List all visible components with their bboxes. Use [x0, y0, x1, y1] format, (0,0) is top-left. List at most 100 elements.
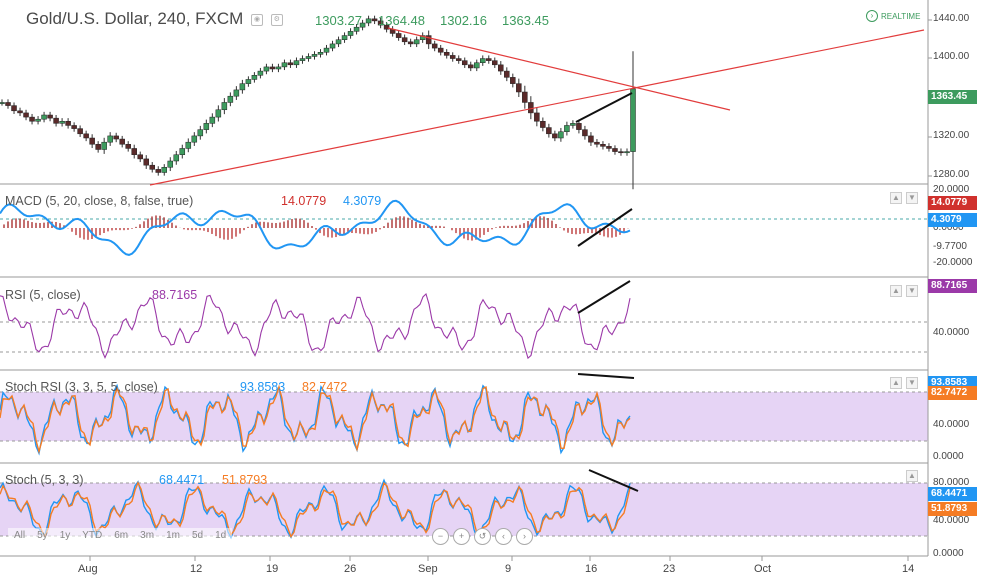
pane-up-button[interactable]: ▲ — [890, 192, 902, 204]
trendline-support — [149, 29, 925, 186]
settings-icon[interactable]: ⚙ — [270, 13, 283, 26]
candle-body — [239, 83, 246, 91]
candle-body — [582, 129, 588, 137]
stoch-k-tag: 68.4471 — [928, 487, 977, 501]
reset-icon[interactable]: ↺ — [474, 528, 491, 545]
macd-signal-value: 4.3079 — [343, 194, 382, 208]
candle-body — [299, 58, 306, 61]
candle-body — [576, 123, 582, 130]
tf-3m[interactable]: 3m — [140, 530, 155, 541]
candle-body — [431, 43, 438, 49]
candle-body — [137, 154, 143, 160]
candle-body — [359, 22, 366, 28]
tf-ytd[interactable]: YTD — [82, 530, 103, 541]
candle-body — [167, 160, 174, 168]
pane-up-button[interactable]: ▲ — [890, 377, 902, 389]
candle-body — [353, 26, 360, 32]
candle-body — [594, 141, 600, 145]
candle-body — [251, 75, 258, 80]
candle-body — [540, 121, 546, 128]
candle-body — [209, 116, 216, 124]
ohlc-close: 1363.45 — [502, 13, 549, 28]
candle-body — [383, 24, 390, 30]
x-tick: Sep — [418, 563, 438, 575]
candle-body — [29, 116, 35, 122]
candle-body — [612, 148, 618, 152]
candle-body — [498, 64, 504, 72]
candle-body — [179, 148, 186, 155]
candle-body — [41, 114, 47, 120]
pane-down-button[interactable]: ▼ — [906, 377, 918, 389]
candle-body — [275, 66, 282, 70]
pane-down-button[interactable]: ▼ — [906, 192, 918, 204]
trendline-resistance — [387, 27, 731, 111]
candle-body — [329, 43, 336, 49]
x-tick: 9 — [505, 563, 512, 575]
candle-body — [11, 105, 17, 112]
candle-body — [23, 112, 29, 118]
candle-body — [263, 66, 270, 72]
candle-body — [467, 64, 474, 69]
stoch-label: Stoch (5, 3, 3) — [5, 473, 84, 487]
tf-5y[interactable]: 5y — [37, 530, 48, 541]
macd-tag: 14.0779 — [928, 196, 977, 210]
candle-body — [510, 77, 516, 84]
stochrsi-d-value: 82.7472 — [302, 380, 348, 394]
ohlc-low: 1302.16 — [440, 13, 487, 28]
pane-up-button[interactable]: ▲ — [890, 285, 902, 297]
pane-down-button[interactable]: ▼ — [906, 285, 918, 297]
candle-body — [125, 144, 131, 149]
price-tick: 1280.00 — [933, 169, 970, 180]
candle-body — [257, 70, 264, 76]
candle-body — [407, 41, 414, 45]
macd-value: 14.0779 — [281, 194, 327, 208]
zoom-in-icon[interactable]: + — [453, 528, 470, 545]
rsi-tag: 88.7165 — [928, 279, 977, 293]
tf-all[interactable]: All — [14, 530, 26, 541]
pane-up-button[interactable]: ▲ — [906, 470, 918, 482]
stochrsi-band — [0, 392, 928, 441]
candle-body — [161, 167, 168, 173]
candle-body — [522, 91, 528, 103]
candle-body — [17, 110, 23, 114]
stoch-k-line — [0, 478, 631, 541]
macd-label: MACD (5, 20, close, 8, false, true) — [5, 194, 194, 208]
tf-1d[interactable]: 1d — [215, 530, 227, 541]
tf-5d[interactable]: 5d — [191, 530, 204, 541]
candle-body — [287, 62, 294, 66]
tf-1m[interactable]: 1m — [166, 530, 180, 541]
tf-6m[interactable]: 6m — [114, 530, 129, 541]
candle-body — [107, 135, 113, 143]
candle-body — [486, 58, 492, 61]
tf-1y[interactable]: 1y — [59, 530, 71, 541]
candle-body — [197, 129, 204, 137]
macd-line — [0, 199, 631, 256]
candle-body — [449, 55, 456, 59]
candle-body — [101, 141, 107, 150]
scroll-right-icon[interactable]: › — [516, 528, 533, 545]
candle-body — [534, 112, 540, 122]
stoch-tick: 40.0000 — [933, 515, 970, 526]
candle-body — [558, 131, 564, 139]
candle-body — [71, 125, 77, 129]
macd-tick: -9.7700 — [933, 241, 967, 252]
candle-body — [552, 133, 558, 139]
rsi-value: 88.7165 — [152, 288, 198, 302]
scroll-left-icon[interactable]: ‹ — [495, 528, 512, 545]
candle-body — [65, 121, 71, 126]
realtime-badge[interactable]: › REALTIME — [866, 10, 920, 22]
candle-body — [53, 117, 59, 124]
chart-nav: − + ↺ ‹ › — [432, 528, 533, 545]
stochrsi-k-line — [0, 383, 631, 456]
eye-icon[interactable]: ◉ — [251, 13, 264, 26]
zoom-out-icon[interactable]: − — [432, 528, 449, 545]
stochrsi-d-tag: 82.7472 — [928, 386, 977, 400]
candle-body — [35, 118, 41, 122]
candle-body — [461, 60, 468, 66]
stochrsi-tick: 40.0000 — [933, 419, 970, 430]
macd-tick: 20.0000 — [933, 184, 970, 195]
candle-body — [377, 20, 384, 26]
x-tick: 12 — [190, 563, 203, 575]
candle-body — [203, 123, 210, 130]
